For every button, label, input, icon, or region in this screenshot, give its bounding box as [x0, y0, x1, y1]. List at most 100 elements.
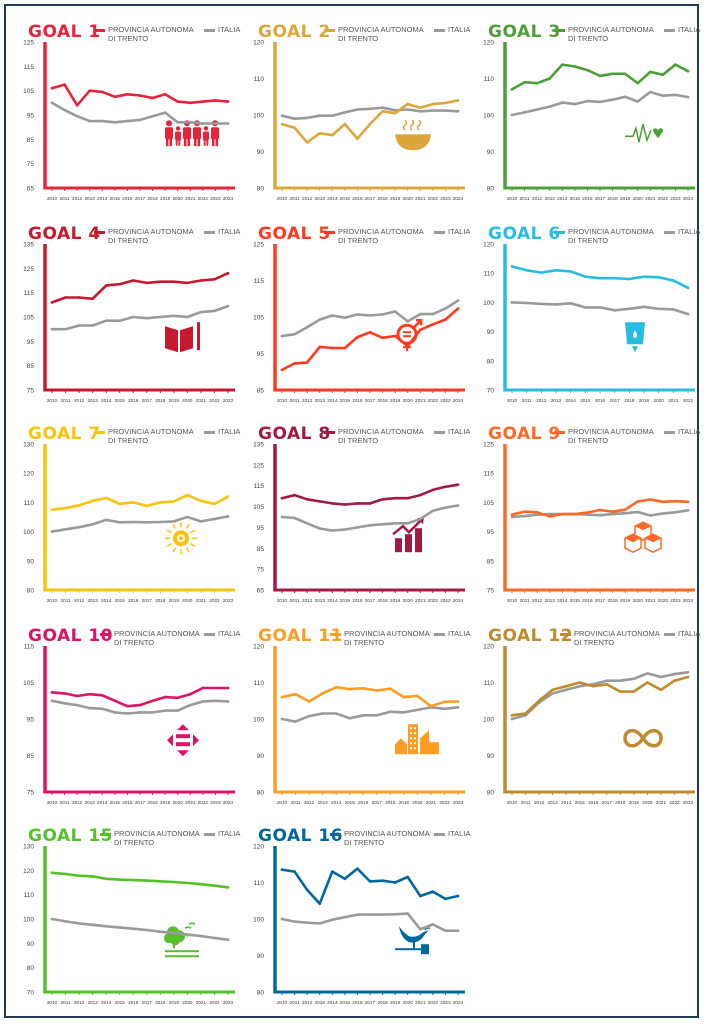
data-point-italia: [131, 315, 135, 319]
data-point-provincia: [456, 307, 460, 310]
data-point-italia: [172, 314, 176, 318]
data-point-italia: [674, 93, 677, 97]
x-tick-label: 2015: [340, 398, 351, 403]
data-point-italia: [151, 711, 154, 714]
x-tick-label: 2020: [412, 800, 423, 805]
data-point-italia: [307, 714, 311, 718]
data-point-italia: [456, 504, 460, 507]
x-tick-label: 2021: [645, 598, 656, 603]
data-point-italia: [118, 520, 121, 524]
data-point-italia: [343, 528, 347, 531]
data-point-provincia: [100, 90, 104, 94]
series-line-provincia: [510, 675, 690, 717]
x-tick-label: 2018: [607, 598, 618, 603]
buildings-icon: [395, 724, 439, 755]
legend-label-italia: ITALIA: [678, 25, 701, 34]
chart-title: GOAL 16: [258, 826, 344, 846]
data-point-italia: [226, 304, 230, 308]
y-tick-label: 135: [23, 242, 34, 249]
x-tick-label: 2021: [196, 1000, 207, 1005]
y-tick-label: 90: [487, 329, 495, 336]
data-point-italia: [406, 108, 410, 111]
data-point-italia: [88, 119, 92, 123]
data-point-provincia: [280, 868, 284, 872]
chart-title: GOAL 5: [258, 224, 331, 244]
data-point-provincia: [551, 688, 554, 692]
x-tick-label: 2022: [669, 800, 680, 805]
data-point-provincia: [186, 881, 189, 885]
data-point-provincia: [145, 281, 149, 285]
data-point-italia: [172, 931, 176, 935]
data-point-provincia: [456, 700, 460, 703]
legend-item-italia: ITALIA: [204, 427, 240, 436]
data-point-italia: [348, 716, 351, 720]
data-point-italia: [131, 520, 135, 524]
data-point-provincia: [573, 65, 577, 68]
data-point-italia: [611, 512, 614, 516]
legend-label-provincia: PROVINCIA AUTONOMA: [568, 25, 654, 34]
data-point-italia: [356, 913, 359, 916]
data-point-italia: [138, 711, 142, 714]
series-line-provincia: [50, 686, 230, 708]
data-point-provincia: [64, 296, 67, 299]
data-point-provincia: [226, 886, 230, 889]
x-tick-label: 2016: [122, 196, 133, 201]
x-tick-label: 2012: [536, 398, 547, 403]
data-point-italia: [573, 102, 577, 106]
data-point-provincia: [159, 280, 162, 284]
y-tick-label: 110: [254, 76, 265, 83]
data-point-provincia: [63, 692, 66, 695]
y-tick-label: 85: [27, 363, 35, 370]
chart-title: GOAL 6: [488, 224, 561, 244]
legend-label-italia: ITALIA: [218, 427, 241, 436]
data-point-italia: [381, 106, 384, 109]
data-point-provincia: [104, 496, 108, 500]
data-point-provincia: [77, 874, 81, 877]
legend-swatch-italia: [204, 28, 215, 32]
data-point-italia: [186, 515, 189, 519]
x-tick-label: 2012: [302, 1000, 313, 1005]
data-point-italia: [145, 520, 149, 524]
y-tick-label: 90: [257, 953, 265, 960]
data-point-italia: [280, 717, 284, 721]
data-point-provincia: [659, 688, 663, 692]
x-tick-label: 2022: [198, 800, 209, 805]
legend-label-provincia: PROVINCIA AUTONOMA: [338, 227, 424, 236]
data-point-provincia: [50, 871, 54, 875]
y-tick-label: 90: [257, 753, 265, 760]
data-point-italia: [172, 520, 176, 523]
data-point-provincia: [50, 301, 54, 304]
data-point-provincia: [636, 500, 640, 503]
data-point-provincia: [598, 508, 602, 512]
y-tick-label: 70: [27, 990, 35, 997]
data-point-italia: [551, 692, 554, 695]
data-point-provincia: [118, 282, 121, 286]
x-tick-label: 2024: [683, 598, 694, 603]
y-tick-label: 115: [254, 278, 265, 285]
x-tick-label: 2016: [358, 800, 369, 805]
data-point-italia: [381, 913, 384, 916]
data-point-provincia: [586, 511, 589, 514]
x-tick-label: 2011: [290, 1000, 300, 1005]
data-point-provincia: [343, 877, 347, 881]
series-line-italia: [50, 515, 230, 533]
legend-label-provincia-line2: DI TRENTO: [338, 34, 379, 43]
data-point-italia: [100, 119, 104, 123]
x-tick-label: 2021: [668, 398, 679, 403]
data-point-italia: [648, 90, 652, 94]
data-point-provincia: [172, 880, 176, 884]
sun-icon: [165, 522, 197, 555]
x-tick-label: 2018: [607, 196, 618, 201]
data-point-provincia: [598, 276, 602, 280]
x-tick-label: 2020: [182, 598, 193, 603]
data-point-provincia: [159, 501, 162, 504]
data-point-italia: [510, 301, 514, 304]
x-tick-label: 2011: [520, 196, 530, 201]
data-point-provincia: [186, 493, 189, 497]
legend-swatch-provincia: [94, 430, 105, 434]
x-tick-label: 2013: [315, 1000, 326, 1005]
data-point-italia: [100, 707, 104, 711]
x-tick-label: 2018: [147, 196, 158, 201]
